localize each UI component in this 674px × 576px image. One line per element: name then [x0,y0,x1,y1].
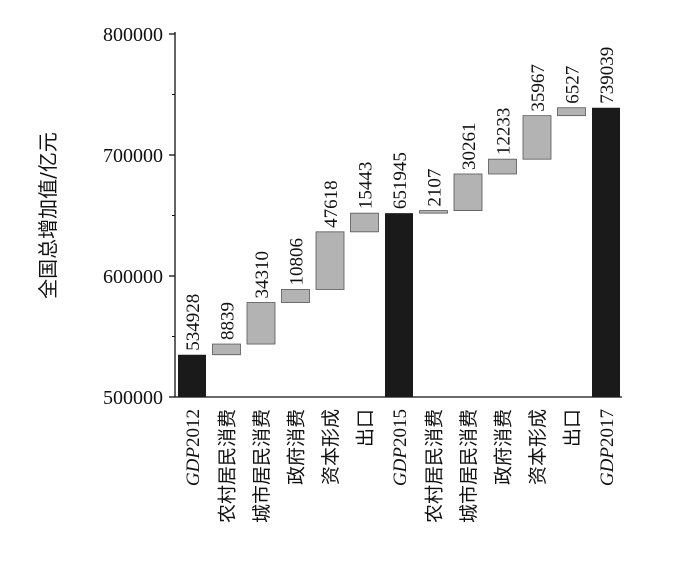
category-label: 资本形成 [320,409,342,485]
value-label: 651945 [390,152,411,209]
category-label: 政府消费 [286,409,308,485]
value-label: 10806 [287,238,308,286]
y-tick-label: 700000 [103,145,163,167]
axes-group: 500000 600000 700000 800000 全国总增加值/亿元 [36,24,622,409]
bars-group [178,107,620,397]
value-label: 47618 [321,180,342,228]
category-label: GDP2017 [597,409,618,486]
y-tick-label: 500000 [103,387,163,409]
increment-bar [350,212,379,233]
value-label: 34310 [252,251,273,299]
category-label: 城市居民消费 [251,409,273,523]
category-label: GDP2012 [183,409,204,486]
category-label: 资本形成 [527,409,549,485]
increment-bar [557,107,586,117]
labels-group: 534928 GDP2012 8839 农村居民消费 34310 城市居民消费 10806 政… [183,47,618,523]
value-label: 12233 [494,108,515,156]
category-label: 政府消费 [493,409,515,485]
value-label: 15443 [356,162,377,210]
increment-bar [488,158,517,175]
category-label: GDP2015 [390,409,411,486]
y-tick-label: 600000 [103,266,163,288]
value-label: 2107 [425,169,446,207]
value-label: 30261 [459,122,480,170]
category-label: 出口 [562,409,584,447]
category-label: 出口 [355,409,377,447]
value-label: 6527 [563,66,584,104]
total-bar [592,107,620,397]
category-label: 农村居民消费 [424,409,446,523]
y-axis-title: 全国总增加值/亿元 [36,132,60,299]
total-bar [178,354,206,397]
total-bar [385,213,413,397]
increment-bar [522,115,552,160]
value-label: 35967 [528,64,549,112]
category-label: 农村居民消费 [217,409,239,523]
value-label: 534928 [183,294,204,351]
increment-bar [246,302,276,345]
category-label: 城市居民消费 [458,409,480,523]
increment-bar [315,231,345,290]
increment-bar [212,343,241,356]
value-label: 739039 [597,47,618,104]
increment-bar [419,210,448,214]
value-label: 8839 [218,302,239,340]
increment-bar [453,173,483,211]
increment-bar [281,289,310,303]
y-tick-label: 800000 [103,24,163,46]
